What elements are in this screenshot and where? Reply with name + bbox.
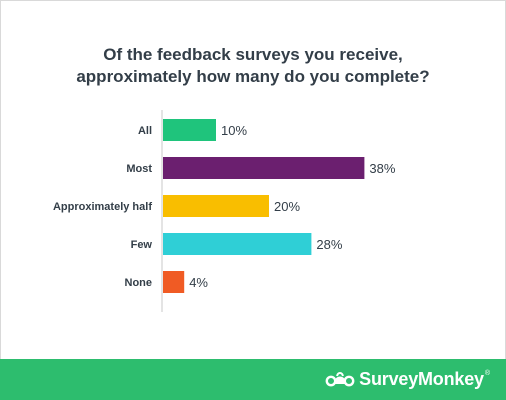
data-label: 4% [189,275,208,290]
brand-logo: SurveyMonkey ® [325,368,490,390]
bar [163,271,185,293]
bar [163,119,216,141]
category-label: All [138,125,152,137]
brand-name: SurveyMonkey [359,368,484,389]
footer-bar: SurveyMonkey ® [0,359,506,400]
brand-registered-mark: ® [484,370,490,377]
bar [163,195,269,217]
category-label: Few [131,239,153,251]
data-label: 20% [274,199,300,214]
category-label: Approximately half [53,201,152,213]
data-label: 10% [221,123,247,138]
data-label: 38% [369,161,395,176]
chart-title-line-2: approximately how many do you complete? [76,67,430,86]
bar [163,157,365,179]
chart-title: Of the feedback surveys you receive, app… [0,44,506,88]
bar [163,233,312,255]
bar-chart: All 10% Most 38% Approximately half 20% Few 28%… [53,110,396,312]
category-label: None [125,277,153,289]
chart-title-line-1: Of the feedback surveys you receive, [103,45,403,64]
category-label: Most [126,163,152,175]
data-label: 28% [316,237,342,252]
surveymonkey-logo-icon [325,372,355,387]
